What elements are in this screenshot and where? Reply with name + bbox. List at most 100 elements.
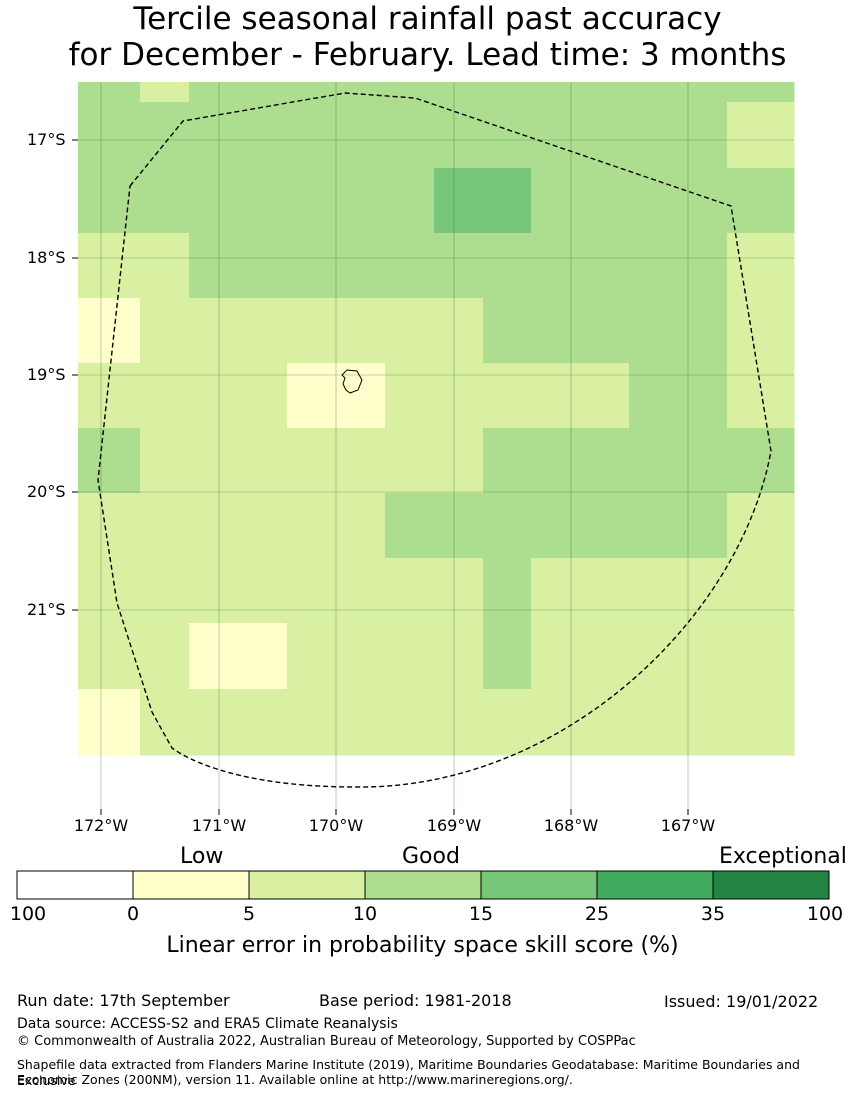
grid-cell <box>336 623 386 690</box>
grid-cell <box>385 298 435 364</box>
grid-cell <box>434 82 484 103</box>
eez-boundary <box>97 92 772 788</box>
lat-label-17s: 17°S <box>27 130 66 149</box>
grid-cell <box>434 689 484 756</box>
grid-cell <box>238 102 288 169</box>
grid-cell <box>189 102 239 169</box>
grid-cell <box>287 298 337 364</box>
map-title-line-2: for December - February. Lead time: 3 mo… <box>68 37 787 73</box>
grid-cell <box>336 363 386 429</box>
grid-cell <box>531 233 630 299</box>
colorbar-tick: 0 <box>126 903 140 925</box>
grid-cell <box>434 233 484 299</box>
grid-cell <box>385 233 435 299</box>
grid-cell <box>238 233 288 299</box>
grid-cell <box>189 168 239 234</box>
colorbar-segment <box>132 870 250 900</box>
shapefile-credit-line-2: Economic Zones (200NM), version 11. Avai… <box>17 1072 573 1087</box>
grid-cell <box>385 168 435 234</box>
grid-cell <box>336 428 386 494</box>
grid-cell <box>629 102 728 169</box>
lon-label-170w: 170°W <box>308 816 364 835</box>
grid-cell <box>629 233 728 299</box>
grid-cell <box>140 82 190 103</box>
grid-cell <box>483 428 532 494</box>
grid-cell <box>629 82 728 103</box>
grid-cell <box>287 493 337 559</box>
lon-label-172w: 172°W <box>73 816 129 835</box>
colorbar-segment <box>712 870 830 900</box>
grid-cell <box>238 82 288 103</box>
lon-label-169w: 169°W <box>426 816 482 835</box>
grid-cell <box>189 689 239 756</box>
grid-cell <box>287 233 337 299</box>
grid-cell <box>727 102 795 169</box>
lon-label-168w: 168°W <box>543 816 599 835</box>
grid-cell <box>531 428 630 494</box>
grid-cell <box>78 493 141 559</box>
grid-cell <box>483 493 532 559</box>
colorbar-tick: 15 <box>468 903 494 925</box>
colorbar-tick: 100 <box>806 903 844 925</box>
grid-cell <box>336 558 386 624</box>
grid-cell <box>629 168 728 234</box>
lat-label-18s: 18°S <box>27 248 66 267</box>
colorbar-tick: 5 <box>242 903 256 925</box>
grid-cell <box>483 168 532 234</box>
grid-cell <box>78 689 141 756</box>
grid-cell <box>531 82 630 103</box>
legend-category-good: Good <box>402 844 460 869</box>
grid-cell <box>531 493 630 559</box>
grid-cell <box>531 689 630 756</box>
grid-cell <box>189 298 239 364</box>
grid-cell <box>238 298 288 364</box>
grid-cell <box>336 82 386 103</box>
grid-cell <box>385 82 435 103</box>
grid-cell <box>385 493 435 559</box>
grid-cell <box>189 623 239 690</box>
grid-cell <box>140 233 190 299</box>
grid-cell <box>531 298 630 364</box>
grid-cell <box>78 82 141 103</box>
grid-cell <box>531 623 630 690</box>
grid-cell <box>629 689 728 756</box>
grid-cell <box>434 558 484 624</box>
grid-cell <box>140 558 190 624</box>
grid-cell <box>287 428 337 494</box>
grid-cell <box>483 558 532 624</box>
grid-cell <box>287 558 337 624</box>
grid-cell <box>140 493 190 559</box>
grid-cell <box>238 168 288 234</box>
colorbar-segment <box>248 870 366 900</box>
grid-cell <box>727 82 795 103</box>
run-date: Run date: 17th September <box>17 991 230 1010</box>
lat-label-20s: 20°S <box>27 482 66 501</box>
grid-cell <box>238 493 288 559</box>
grid-cell <box>78 428 141 494</box>
grid-cell <box>385 558 435 624</box>
grid-cell <box>287 363 337 429</box>
grid-cell <box>629 298 728 364</box>
grid-cell <box>727 428 795 494</box>
grid-cell <box>189 363 239 429</box>
colorbar-label: Linear error in probability space skill … <box>166 933 679 958</box>
grid-cell <box>78 363 141 429</box>
grid-cell <box>483 82 532 103</box>
grid-cell <box>238 558 288 624</box>
grid-cell <box>78 102 141 169</box>
grid-cell <box>385 623 435 690</box>
grid-cell <box>727 623 795 690</box>
grid-cell <box>385 102 435 169</box>
grid-cell <box>78 623 141 690</box>
grid-cell <box>727 168 795 234</box>
grid-cell <box>483 363 532 429</box>
shapefile-credit-line-1: Shapefile data extracted from Flanders M… <box>17 1057 800 1088</box>
grid-cell <box>140 363 190 429</box>
grid-cell <box>483 233 532 299</box>
grid-cell <box>336 168 386 234</box>
grid-cell <box>531 102 630 169</box>
grid-cell <box>727 363 795 429</box>
lon-label-171w: 171°W <box>191 816 247 835</box>
grid-cell <box>140 623 190 690</box>
grid-cell <box>78 233 141 299</box>
